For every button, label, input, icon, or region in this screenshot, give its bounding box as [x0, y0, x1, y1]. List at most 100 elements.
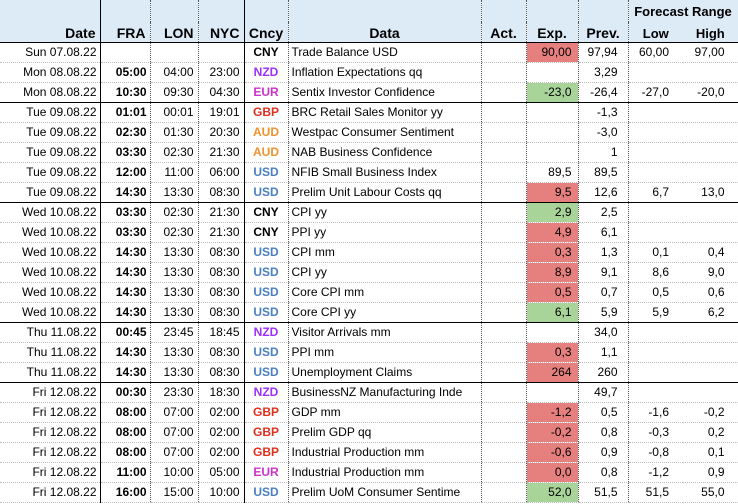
nyc-time-cell: 18:30: [197, 381, 244, 403]
currency-cell: USD: [243, 182, 288, 203]
fra-time-cell: 03:30: [99, 201, 150, 223]
date-cell: Tue 09.08.22: [0, 142, 100, 163]
forecast-low-cell: [627, 142, 683, 163]
table-row: Fri 12.08.22 16:00 15:00 10:00 USD Prelim UoM…: [0, 482, 738, 503]
forecast-high-cell: 0,4: [683, 242, 738, 263]
lon-time-cell: 02:30: [149, 222, 198, 243]
forecast-high-cell: 55,0: [683, 482, 738, 503]
currency-cell: NZD: [243, 321, 288, 343]
nyc-time-cell: 21:30: [197, 201, 244, 223]
event-name-cell: CPI mm: [287, 242, 481, 263]
currency-cell: GBP: [243, 402, 288, 423]
fra-time-cell: 03:30: [99, 222, 150, 243]
nyc-time-cell: 08:30: [197, 242, 244, 263]
fra-time-cell: 12:00: [99, 162, 150, 183]
expected-cell: [525, 321, 578, 343]
date-cell: Mon 08.08.22: [0, 62, 100, 83]
event-name-cell: BusinessNZ Manufacturing Inde: [287, 381, 481, 403]
event-name-cell: Sentix Investor Confidence: [287, 82, 481, 103]
expected-cell: 4,9: [525, 222, 578, 243]
actual-cell: [480, 222, 526, 243]
actual-cell: [480, 182, 526, 203]
event-name-cell: GDP mm: [287, 402, 481, 423]
table-row: Wed 10.08.22 14:30 13:30 08:30 USD CPI mm 0,3 1…: [0, 242, 738, 263]
nyc-time-cell: 08:30: [197, 302, 244, 323]
expected-cell: 52,0: [525, 482, 578, 503]
forecast-low-cell: -0,3: [627, 422, 683, 443]
table-row: Tue 09.08.22 14:30 13:30 08:30 USD Prelim Uni…: [0, 182, 738, 203]
fra-time-cell: 14:30: [99, 182, 150, 203]
currency-cell: EUR: [243, 462, 288, 483]
fra-time-cell: 14:30: [99, 362, 150, 383]
forecast-low-cell: 60,00: [627, 41, 683, 63]
lon-time-cell: 13:30: [149, 262, 198, 283]
nyc-time-cell: 08:30: [197, 262, 244, 283]
nyc-time-cell: 23:00: [197, 62, 244, 83]
table-header: Date FRA LON NYC Cncy Data Act. Exp. Pre…: [0, 0, 738, 43]
fra-time-cell: 08:00: [99, 442, 150, 463]
event-name-cell: PPI mm: [287, 342, 481, 363]
lon-time-cell: 07:00: [149, 402, 198, 423]
forecast-low-cell: [627, 62, 683, 83]
table-row: Wed 10.08.22 14:30 13:30 08:30 USD Core CPI m…: [0, 282, 738, 303]
lon-time-cell: 00:01: [149, 101, 198, 123]
currency-cell: CNY: [243, 201, 288, 223]
actual-cell: [480, 321, 526, 343]
table-row: Mon 08.08.22 10:30 09:30 04:30 EUR Sentix Inv…: [0, 82, 738, 103]
table-row: Sun 07.08.22 CNY Trade Balance USD 90,00 97,…: [0, 41, 738, 63]
previous-cell: 0,9: [577, 442, 628, 463]
forecast-high-cell: [683, 222, 738, 243]
nyc-time-cell: 20:30: [197, 122, 244, 143]
previous-cell: 0,8: [577, 462, 628, 483]
previous-cell: 0,8: [577, 422, 628, 443]
lon-time-cell: 15:00: [149, 482, 198, 503]
forecast-high-cell: [683, 321, 738, 343]
table-row: Wed 10.08.22 14:30 13:30 08:30 USD CPI yy 8,9 9…: [0, 262, 738, 283]
date-cell: Fri 12.08.22: [0, 482, 100, 503]
column-header-data: Data: [287, 0, 481, 42]
table-row: Fri 12.08.22 00:30 23:30 18:30 NZD BusinessNZ…: [0, 381, 738, 403]
forecast-high-cell: 0,1: [683, 442, 738, 463]
event-name-cell: Prelim Unit Labour Costs qq: [287, 182, 481, 203]
previous-cell: 34,0: [577, 321, 628, 343]
date-cell: Thu 11.08.22: [0, 362, 100, 383]
forecast-high-cell: [683, 381, 738, 403]
fra-time-cell: 00:30: [99, 381, 150, 403]
expected-cell: 6,1: [525, 302, 578, 323]
lon-time-cell: 23:45: [149, 321, 198, 343]
expected-cell: 2,9: [525, 201, 578, 223]
previous-cell: 49,7: [577, 381, 628, 403]
currency-cell: USD: [243, 262, 288, 283]
currency-cell: USD: [243, 282, 288, 303]
date-cell: Wed 10.08.22: [0, 242, 100, 263]
fra-time-cell: 14:30: [99, 342, 150, 363]
currency-cell: NZD: [243, 381, 288, 403]
currency-cell: AUD: [243, 142, 288, 163]
event-name-cell: CPI yy: [287, 201, 481, 223]
date-cell: Sun 07.08.22: [0, 41, 100, 63]
expected-cell: -0,2: [525, 422, 578, 443]
table-row: Tue 09.08.22 12:00 11:00 06:00 USD NFIB Small…: [0, 162, 738, 183]
expected-cell: 264: [525, 362, 578, 383]
fra-time-cell: [99, 41, 150, 63]
currency-cell: USD: [243, 342, 288, 363]
table-row: Tue 09.08.22 03:30 02:30 21:30 AUD NAB Busine…: [0, 142, 738, 163]
expected-cell: 0,3: [525, 342, 578, 363]
nyc-time-cell: [197, 41, 244, 63]
previous-cell: 5,9: [577, 302, 628, 323]
forecast-low-cell: -27,0: [627, 82, 683, 103]
lon-time-cell: 02:30: [149, 142, 198, 163]
date-cell: Mon 08.08.22: [0, 82, 100, 103]
date-cell: Thu 11.08.22: [0, 321, 100, 343]
column-header-currency: Cncy: [243, 0, 288, 42]
actual-cell: [480, 82, 526, 103]
date-cell: Wed 10.08.22: [0, 282, 100, 303]
previous-cell: 1: [577, 142, 628, 163]
column-header-low: Low: [627, 22, 683, 43]
fra-time-cell: 08:00: [99, 422, 150, 443]
nyc-time-cell: 08:30: [197, 282, 244, 303]
lon-time-cell: 11:00: [149, 162, 198, 183]
fra-time-cell: 16:00: [99, 482, 150, 503]
event-name-cell: NAB Business Confidence: [287, 142, 481, 163]
